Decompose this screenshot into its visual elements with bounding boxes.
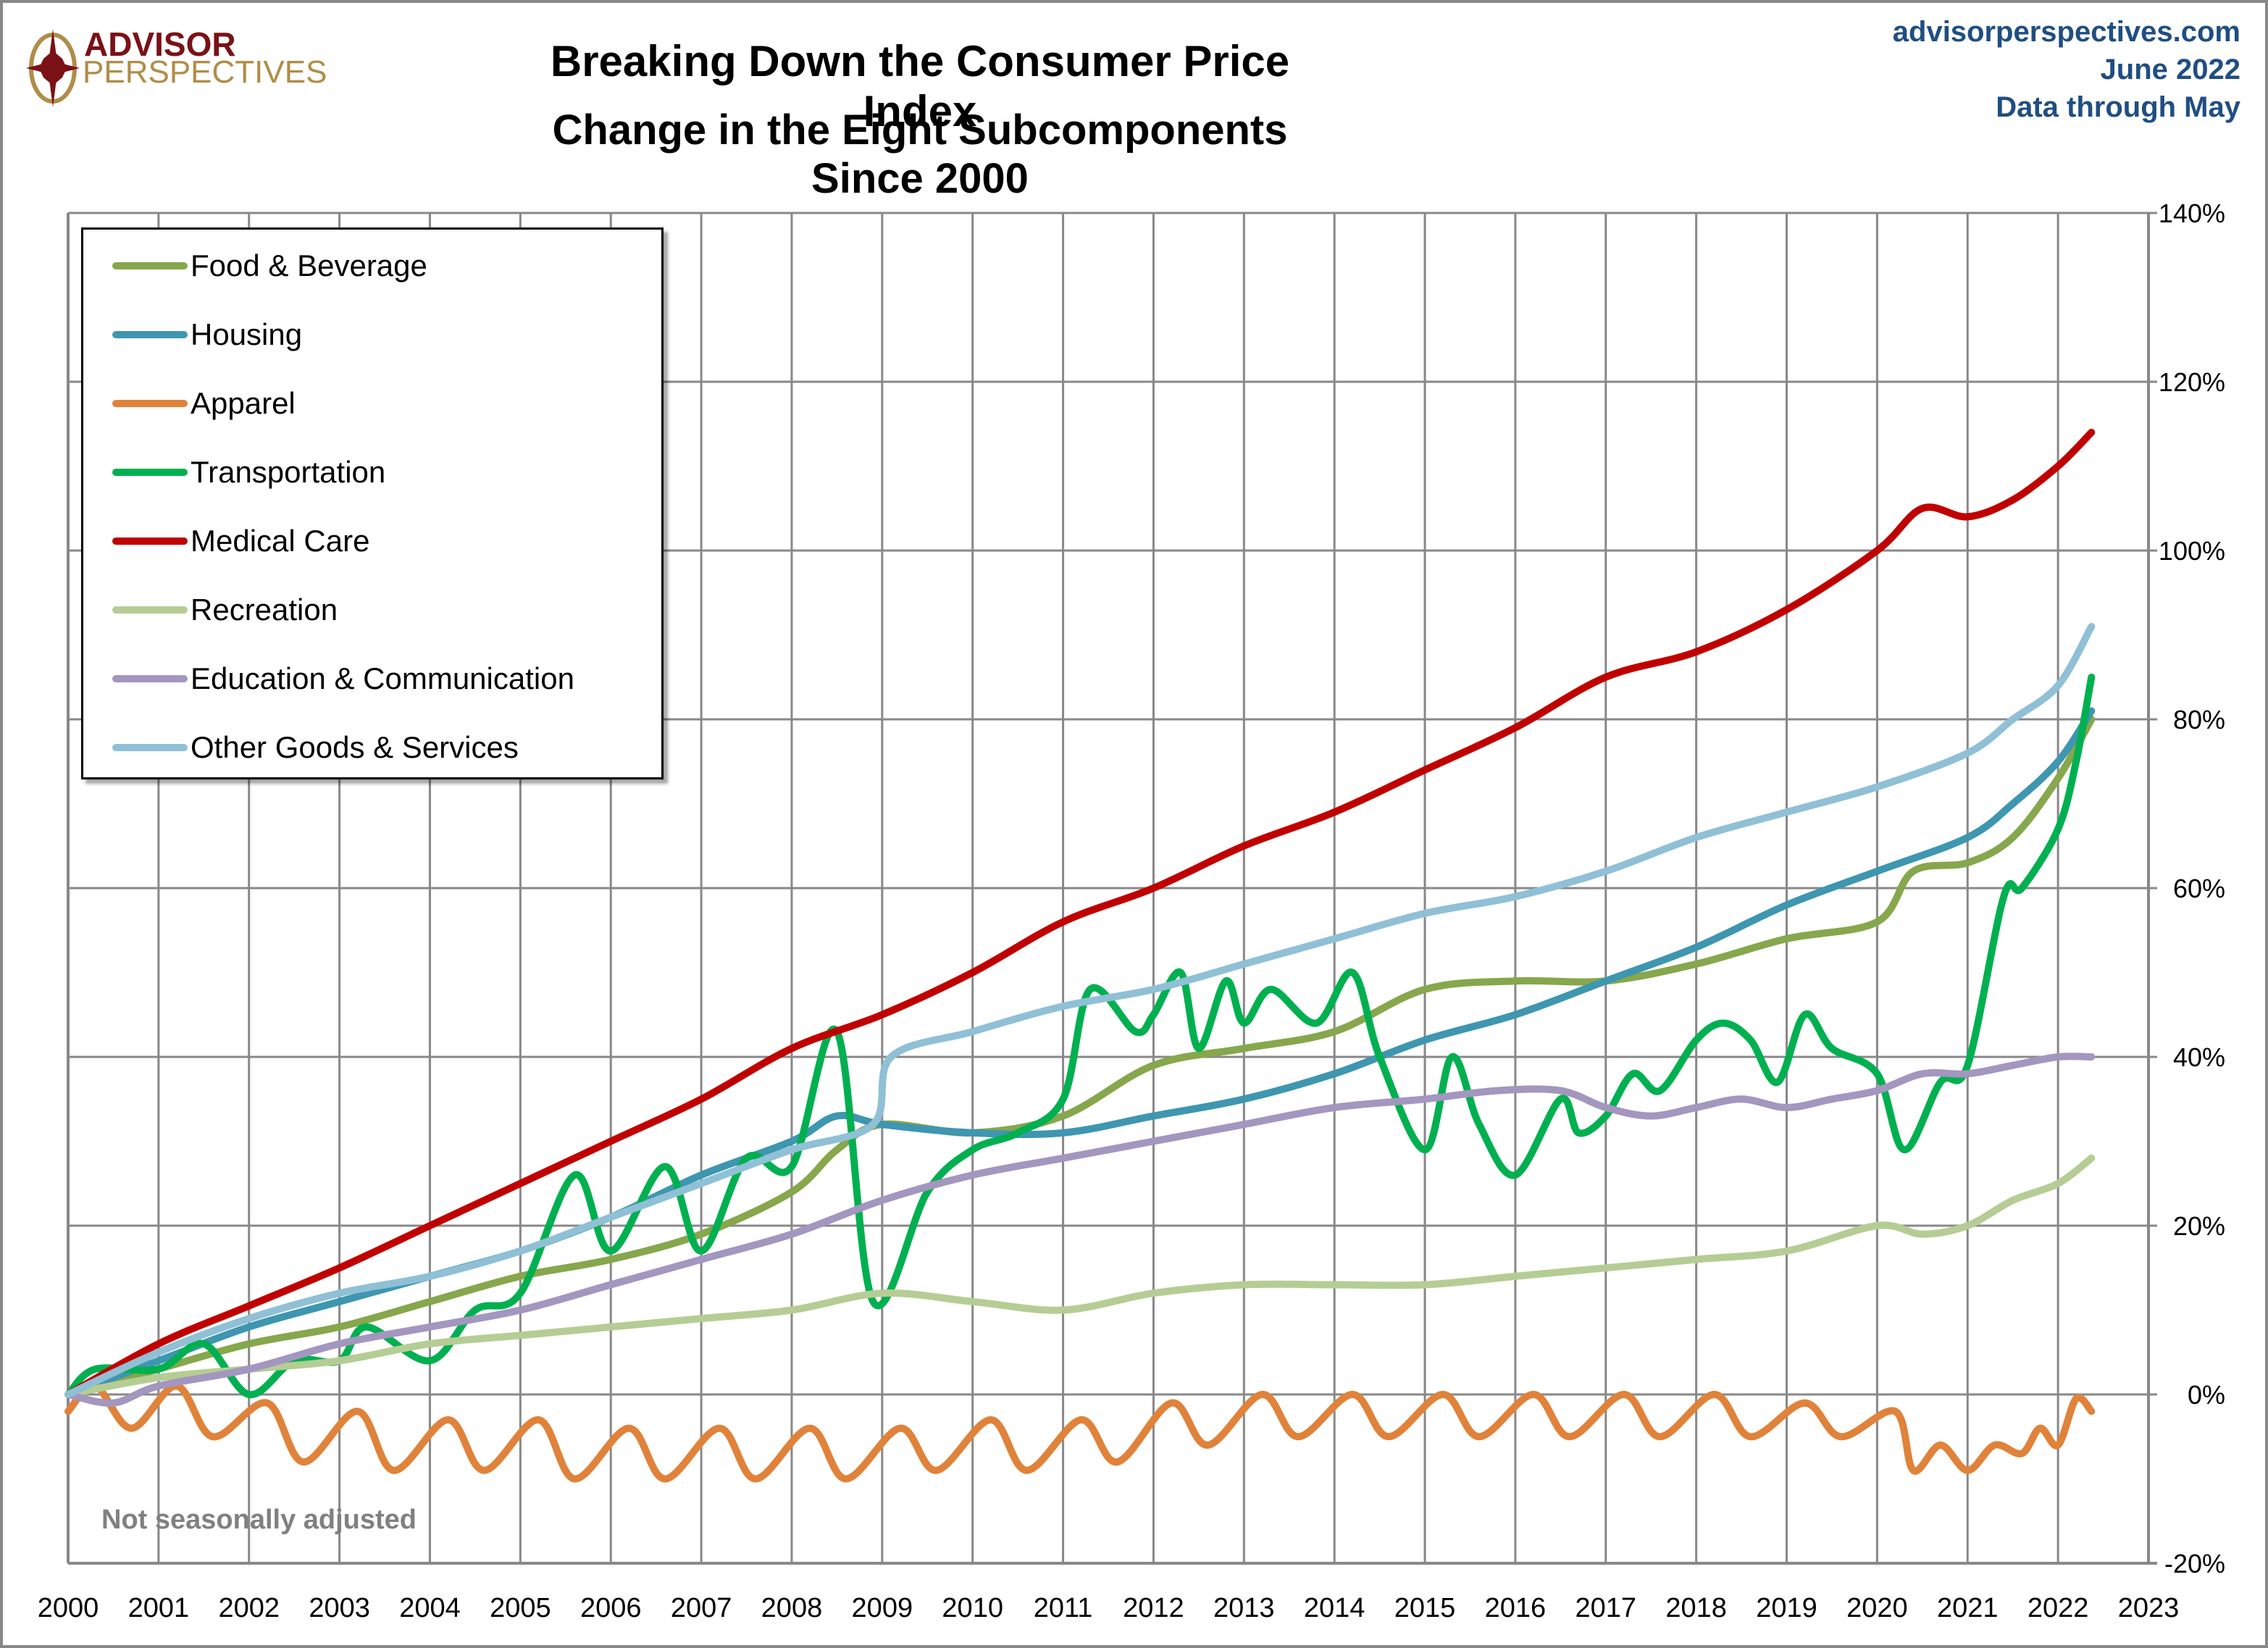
x-tick-label: 2012	[1123, 1593, 1184, 1623]
x-tick-label: 2004	[399, 1593, 461, 1623]
logo-text-advisor: ADVISOR	[84, 25, 236, 63]
legend-item-other-goods-services: Other Goods & Services	[112, 726, 519, 769]
legend-label: Food & Beverage	[191, 248, 427, 283]
x-tick-label: 2013	[1213, 1593, 1275, 1623]
x-tick-label: 2017	[1576, 1593, 1637, 1623]
legend-label: Apparel	[191, 386, 296, 420]
chart-title: Breaking Down the Consumer Price Index	[550, 37, 1290, 135]
axes	[67, 213, 2157, 1565]
y-tick-label: 0%	[2188, 1380, 2225, 1410]
legend-item-apparel: Apparel	[112, 382, 296, 425]
chart-subtitle: Change in the Eight Subcomponents Since …	[552, 106, 1288, 202]
x-tick-label: 2018	[1665, 1593, 1727, 1623]
y-tick-label: 120%	[2159, 367, 2225, 397]
y-tick-label: 80%	[2173, 705, 2225, 735]
x-tick-label: 2009	[852, 1593, 913, 1623]
source-date: June 2022	[2100, 54, 2240, 85]
legend-label: Education & Communication	[191, 661, 574, 695]
legend-label: Housing	[191, 317, 303, 351]
series-line-apparel	[64, 1382, 2096, 1483]
series-line-transportation	[64, 673, 2096, 1399]
advisor-perspectives-logo: ADVISOR PERSPECTIVES	[26, 25, 330, 107]
x-tick-label: 2008	[761, 1593, 823, 1623]
x-tick-label: 2021	[1937, 1593, 1999, 1623]
source-note: Data through May	[1996, 91, 2240, 123]
series-line-food-beverage	[64, 716, 2096, 1398]
legend-swatch	[112, 400, 188, 407]
y-tick-label: 100%	[2159, 536, 2225, 566]
x-tick-label: 2005	[490, 1593, 551, 1623]
legend-swatch	[112, 538, 188, 545]
legend-swatch	[112, 606, 188, 614]
y-tick-label: 140%	[2159, 198, 2225, 228]
x-tick-label: 2003	[309, 1593, 370, 1623]
x-tick-label: 2016	[1485, 1593, 1547, 1623]
compass-star-icon	[26, 29, 80, 107]
x-axis-ticks: 2000 2001 2002 2003 2004 2005 2006 2007 2008 2009…	[38, 1593, 2180, 1623]
legend-swatch	[112, 675, 188, 682]
x-tick-label: 2000	[38, 1593, 99, 1623]
x-tick-label: 2015	[1394, 1593, 1456, 1623]
legend-item-medical-care: Medical Care	[112, 519, 369, 563]
series-line-education-communication	[64, 1053, 2096, 1407]
legend-label: Transportation	[191, 455, 386, 489]
y-tick-label: 20%	[2173, 1211, 2225, 1241]
legend-swatch	[112, 744, 188, 751]
y-tick-label: -20%	[2164, 1549, 2225, 1578]
x-tick-label: 2019	[1756, 1593, 1817, 1623]
x-tick-label: 2006	[580, 1593, 642, 1623]
legend-item-housing: Housing	[112, 313, 302, 356]
legend-item-recreation: Recreation	[112, 588, 338, 632]
x-tick-label: 2007	[671, 1593, 732, 1623]
x-tick-label: 2020	[1846, 1593, 1908, 1623]
source-site: advisorperspectives.com	[1892, 16, 2240, 48]
legend-label: Other Goods & Services	[191, 730, 519, 764]
series-line-medical-care	[64, 428, 2096, 1398]
x-tick-label: 2022	[2028, 1593, 2089, 1623]
logo-text-perspectives: PERSPECTIVES	[83, 54, 327, 90]
series-line-recreation	[64, 1154, 2096, 1398]
legend-item-transportation: Transportation	[112, 451, 385, 494]
seasonal-adjustment-note: Not seasonally adjusted	[101, 1505, 417, 1535]
x-tick-label: 2010	[942, 1593, 1003, 1623]
legend: Food & Beverage Housing Apparel Transportat…	[81, 227, 664, 779]
x-tick-label: 2023	[2118, 1593, 2180, 1623]
y-axis-ticks: 140% 120% 100% 80% 60% 40% 20% 0% -20%	[2159, 198, 2225, 1578]
series-lines	[64, 428, 2096, 1483]
x-tick-label: 2002	[218, 1593, 280, 1623]
legend-swatch	[112, 469, 188, 476]
x-tick-label: 2014	[1304, 1593, 1365, 1623]
x-tick-label: 2001	[128, 1593, 190, 1623]
legend-item-education-communication: Education & Communication	[112, 657, 574, 700]
legend-swatch	[112, 262, 188, 269]
x-tick-label: 2011	[1034, 1593, 1093, 1623]
legend-swatch	[112, 331, 188, 338]
legend-label: Recreation	[191, 593, 338, 627]
y-tick-label: 40%	[2173, 1042, 2225, 1072]
y-tick-label: 60%	[2173, 874, 2225, 903]
legend-item-food-beverage: Food & Beverage	[112, 244, 427, 288]
series-line-other-goods-services	[64, 622, 2096, 1398]
legend-label: Medical Care	[191, 524, 370, 558]
